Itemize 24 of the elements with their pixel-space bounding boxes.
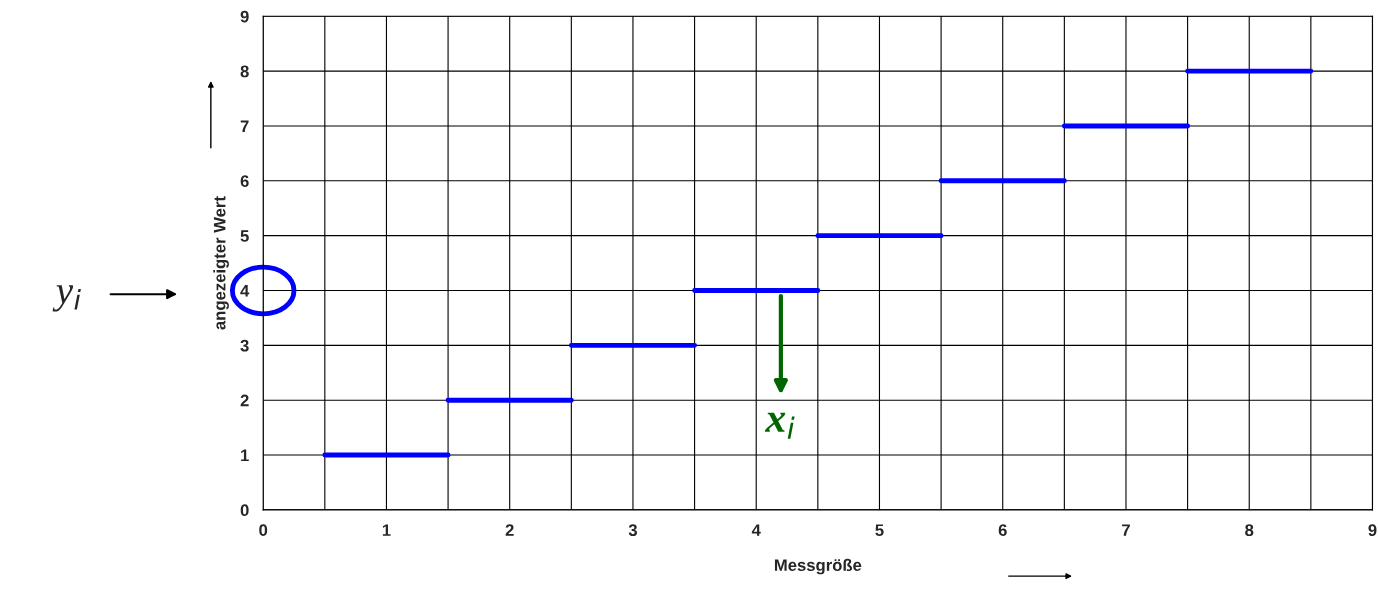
- annotation: x$_{i}$: [764, 412, 795, 439]
- x-tick-label: 5: [875, 524, 884, 537]
- x-tick-label: 8: [1245, 524, 1254, 537]
- y-tick-label: 0: [240, 504, 249, 517]
- x-axis-title: Messgröße: [774, 558, 862, 575]
- x-tick-label: 9: [1368, 524, 1377, 537]
- y-tick-label: 7: [240, 120, 249, 132]
- x-tick-label: 3: [628, 524, 637, 537]
- y-tick-label: 5: [240, 230, 249, 242]
- y-tick-label: 3: [240, 339, 249, 352]
- x-tick-label: 0: [259, 524, 268, 537]
- y-tick-label: 4: [240, 285, 250, 297]
- y-tick-label: 2: [240, 394, 249, 407]
- x-tick-label: 6: [998, 524, 1007, 537]
- x-tick-label: 7: [1122, 524, 1130, 536]
- y-tick-label: 1: [241, 449, 249, 462]
- text: y$_{i}$: [52, 285, 81, 312]
- y-tick-label: 8: [240, 65, 249, 78]
- y-axis-title: angezeigter Wert: [213, 196, 229, 330]
- x-tick-label: 2: [505, 524, 514, 536]
- y-tick-label: 6: [240, 175, 249, 187]
- x-tick-label: 1: [382, 524, 391, 536]
- y-tick-label: 9: [240, 10, 249, 23]
- x-tick-label: 4: [751, 524, 761, 536]
